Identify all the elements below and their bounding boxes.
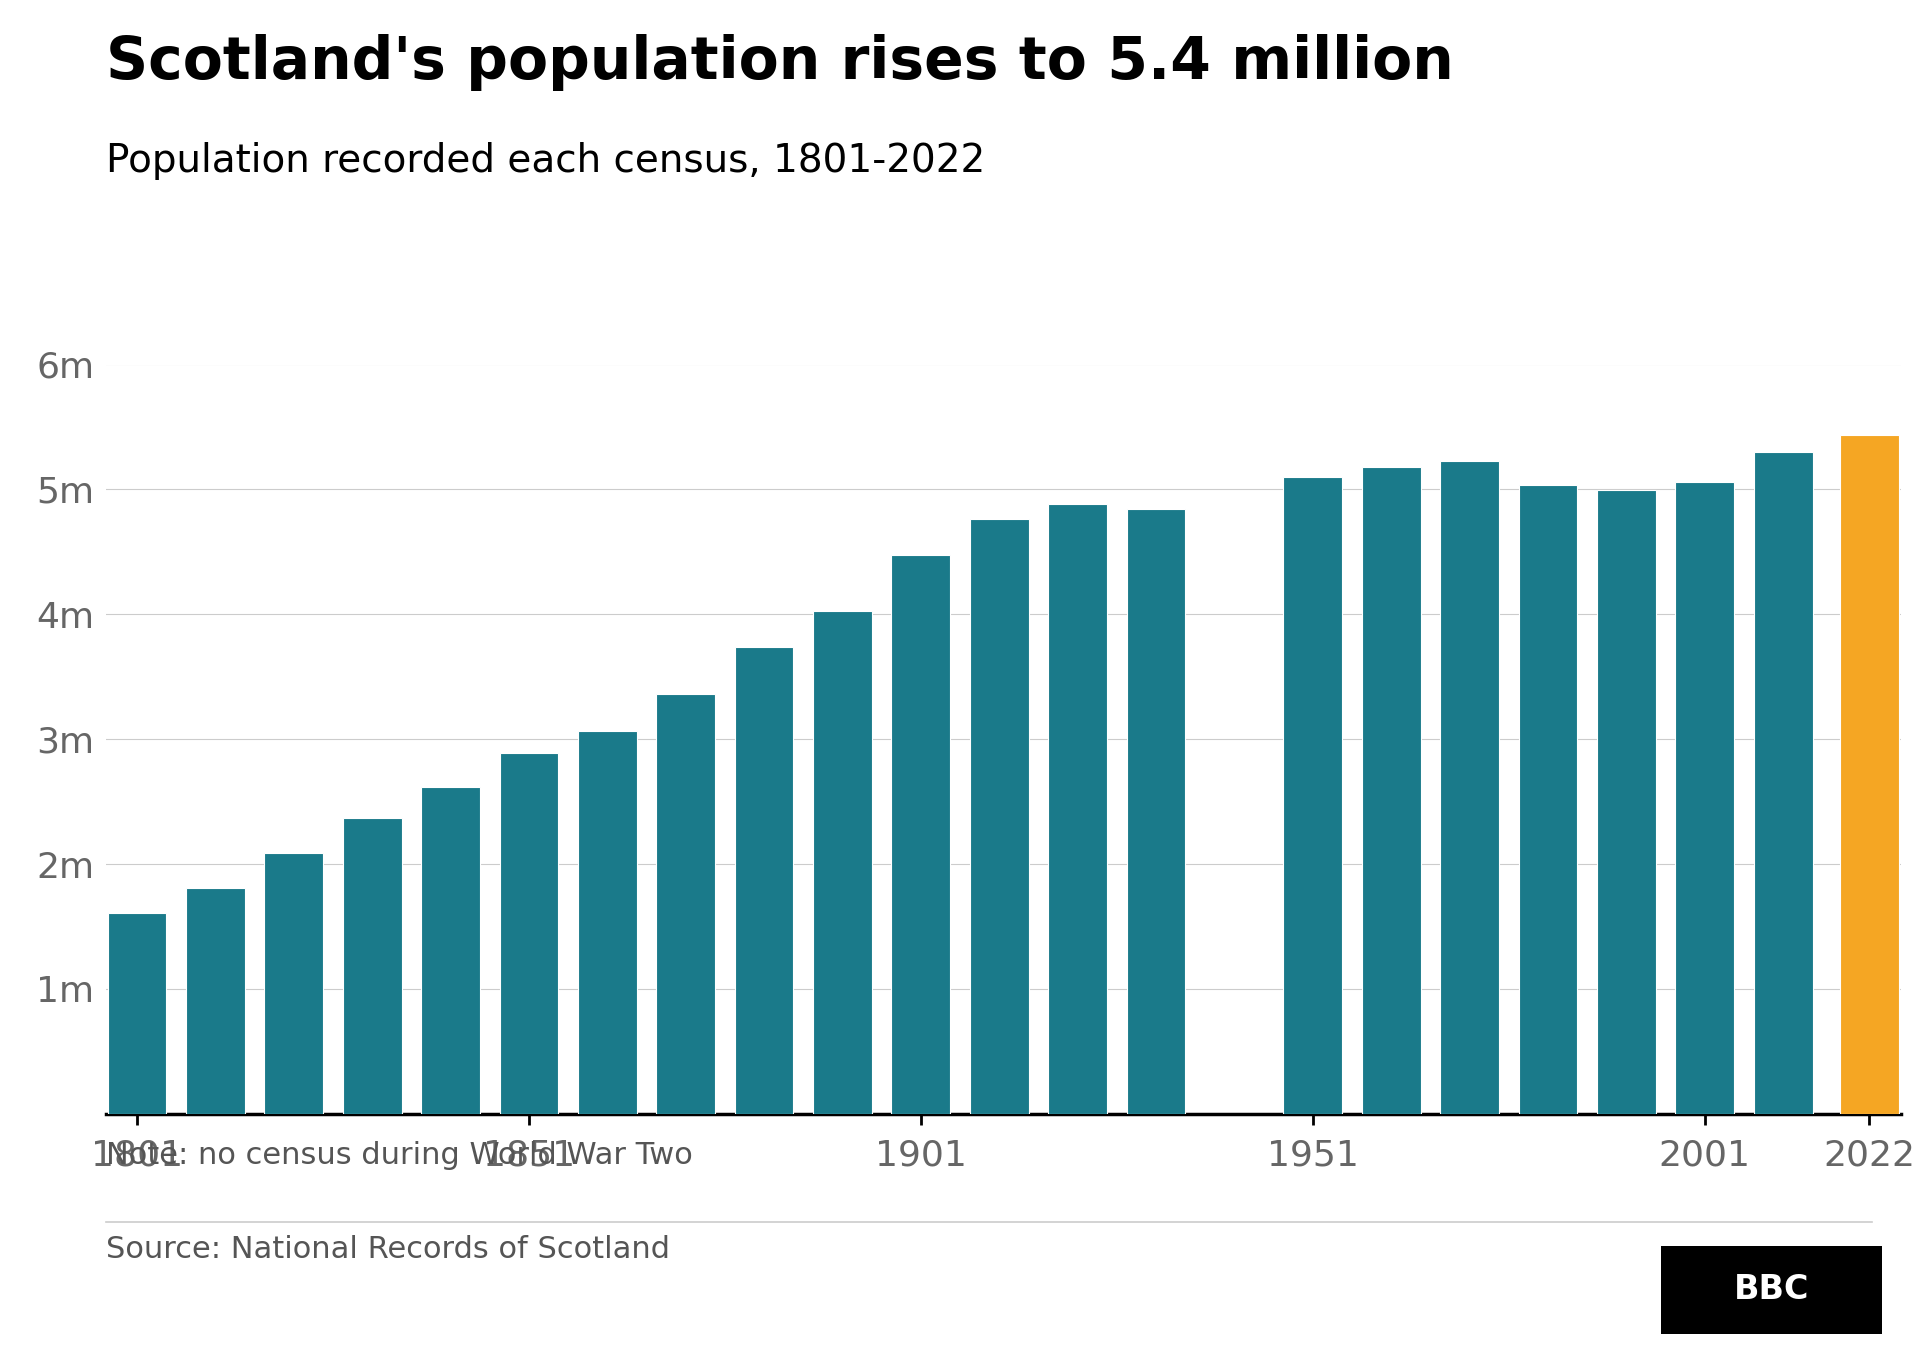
- Bar: [344, 818, 401, 1114]
- Bar: [970, 520, 1029, 1114]
- Bar: [108, 913, 167, 1114]
- Bar: [186, 888, 244, 1114]
- Bar: [1283, 478, 1342, 1114]
- Bar: [1676, 482, 1734, 1114]
- Bar: [1127, 509, 1185, 1114]
- Bar: [265, 853, 323, 1114]
- Bar: [1048, 504, 1108, 1114]
- Bar: [1839, 435, 1899, 1114]
- Bar: [1597, 490, 1655, 1114]
- Bar: [1519, 485, 1578, 1114]
- Bar: [420, 787, 480, 1114]
- Bar: [891, 555, 950, 1114]
- Bar: [1753, 452, 1812, 1114]
- Text: Source: National Records of Scotland: Source: National Records of Scotland: [106, 1235, 670, 1264]
- Text: Note: no census during World War Two: Note: no census during World War Two: [106, 1141, 693, 1169]
- Bar: [499, 753, 559, 1114]
- Text: BBC: BBC: [1734, 1273, 1809, 1307]
- Text: Population recorded each census, 1801-2022: Population recorded each census, 1801-20…: [106, 142, 985, 180]
- Bar: [657, 694, 714, 1114]
- Text: Scotland's population rises to 5.4 million: Scotland's population rises to 5.4 milli…: [106, 34, 1453, 90]
- Bar: [1361, 467, 1421, 1114]
- Bar: [578, 732, 637, 1114]
- Bar: [1440, 460, 1500, 1114]
- Bar: [735, 647, 793, 1114]
- Bar: [812, 612, 872, 1114]
